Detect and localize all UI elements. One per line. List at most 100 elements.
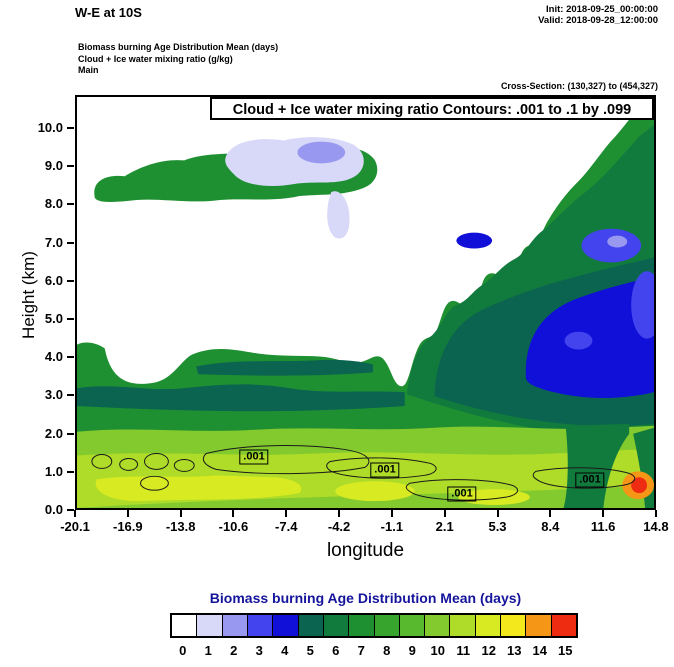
colorbar-tick-label: 1 [204,643,212,658]
colorbar-tick-label: 5 [306,643,314,658]
colorbar-tick-label: 11 [456,643,471,658]
colorbar-cell [474,615,501,636]
y-tick: 3.0 [20,388,74,402]
colorbar-cell [322,615,349,636]
y-tick-label: 7.0 [44,234,63,250]
colorbar-tick-label: 13 [507,643,522,658]
plot-area: Cloud + Ice water mixing ratio Contours:… [75,95,656,510]
colorbar-cell [449,615,475,636]
y-tick: 4.0 [20,350,74,364]
y-tick-label: 3.0 [44,387,63,403]
x-tick-label: 14.8 [643,519,669,534]
colorbar-cell [196,615,222,636]
colorbar-cell [373,615,399,636]
tick-mark [179,510,182,517]
x-axis-title: longitude [326,540,405,561]
tick-mark [496,510,499,517]
colorbar-tick-label: 14 [532,643,547,658]
colorbar-title: Biomass burning Age Distribution Mean (d… [209,590,522,606]
colorbar-cell [550,615,576,636]
tick-mark [390,510,393,517]
colorbar-tick-label: 6 [332,643,340,658]
y-tick: 6.0 [20,272,74,288]
colorbar-tick-label: 7 [357,643,365,658]
tick-mark [67,127,74,129]
x-tick-label: -1.1 [380,519,404,534]
tick-mark [67,356,74,359]
y-tick: 2.0 [20,425,74,441]
y-tick: 7.0 [20,234,74,250]
tick-mark [602,510,605,517]
y-tick-label: 6.0 [44,272,63,288]
tick-mark [67,470,74,473]
colorbar-tick-label: 9 [408,643,416,658]
y-tick-label: 4.0 [44,349,63,365]
y-tick: 5.0 [20,310,74,326]
x-tick-label: -4.2 [327,519,351,534]
tick-mark [67,203,74,206]
y-tick-column: 10.0 9.0 8.0 7.0 6.0 5.0 4.0 3.0 2.0 1.0 0.0 [20,121,74,517]
run-times: Init: 2018-09-25_00:00:00 Valid: 2018-09… [538,4,658,27]
colorbar-cell [525,615,551,636]
y-tick-label: 1.0 [44,463,63,479]
x-tick-label: -20.1 [60,519,90,534]
colorbar-tick-label: 4 [281,643,289,658]
tick-mark [232,510,235,517]
colorbar-cell [246,615,273,636]
tick-mark [67,317,74,320]
colorbar-tick-label: 2 [230,643,238,658]
y-tick-label: 5.0 [44,310,63,326]
tick-mark [338,510,341,517]
tick-mark [67,279,74,282]
field-line-domain: Main [78,65,99,76]
y-tick: 10.0 [20,121,74,135]
contour-label: .001 [575,472,605,488]
x-tick-label: -7.4 [275,519,298,534]
tick-mark [67,508,74,511]
contour-label: .001 [239,449,269,465]
tick-mark [67,394,74,397]
cross-section-field [77,97,654,508]
colorbar-tick-label: 8 [383,643,391,658]
y-tick-label: 10.0 [37,120,63,135]
x-tick-row: -20.1 -16.9 -13.8 -10.6 -7.4 -4.2 -1.1 2.1 5.3 8.… [60,510,669,534]
colorbar-tick-label: 0 [179,643,187,658]
y-tick: 8.0 [20,197,74,211]
x-tick-label: -16.9 [113,519,143,534]
tick-mark [67,241,74,244]
x-tick-label: 2.1 [435,519,454,534]
colorbar-cell [221,615,247,636]
colorbar-cell [172,615,197,636]
contour-info-box: Cloud + Ice water mixing ratio Contours:… [210,97,654,120]
x-tick-label: 5.3 [488,519,507,534]
figure-title: W-E at 10S [75,5,142,20]
y-tick-label: 2.0 [44,425,63,441]
y-tick: 1.0 [20,463,74,479]
y-tick: 0.0 [20,502,74,517]
colorbar-cell [398,615,425,636]
tick-mark [654,510,657,517]
colorbar-cell [500,615,526,636]
colorbar-cells [170,613,578,638]
tick-mark [126,510,129,517]
y-tick: 9.0 [20,159,74,173]
colorbar-tick-label: 15 [558,643,573,658]
y-tick-label: 8.0 [44,196,63,212]
colorbar-cell [297,615,323,636]
cross-section-label: Cross-Section: (130,327) to (454,327) [500,81,658,91]
valid-time-label: Valid: 2018-09-28_12:00:00 [538,15,658,27]
colorbar-cell [272,615,298,636]
colorbar-tick-label: 3 [255,643,263,658]
tick-mark [549,510,552,517]
colorbar-tick-labels: 0 1 2 3 4 5 6 7 8 9 10 11 12 13 14 15 [170,643,578,658]
contour-label: .001 [370,462,400,478]
colorbar-tick-label: 12 [481,643,496,658]
field-descriptions: Biomass burning Age Distribution Mean (d… [78,42,278,77]
colorbar-tick-label: 10 [430,643,445,658]
x-tick-label: -10.6 [218,519,249,534]
x-tick-label: 8.4 [541,519,560,534]
y-tick-label: 9.0 [44,158,63,174]
colorbar-cell [424,615,450,636]
mixing-ratio-contours [91,445,636,501]
